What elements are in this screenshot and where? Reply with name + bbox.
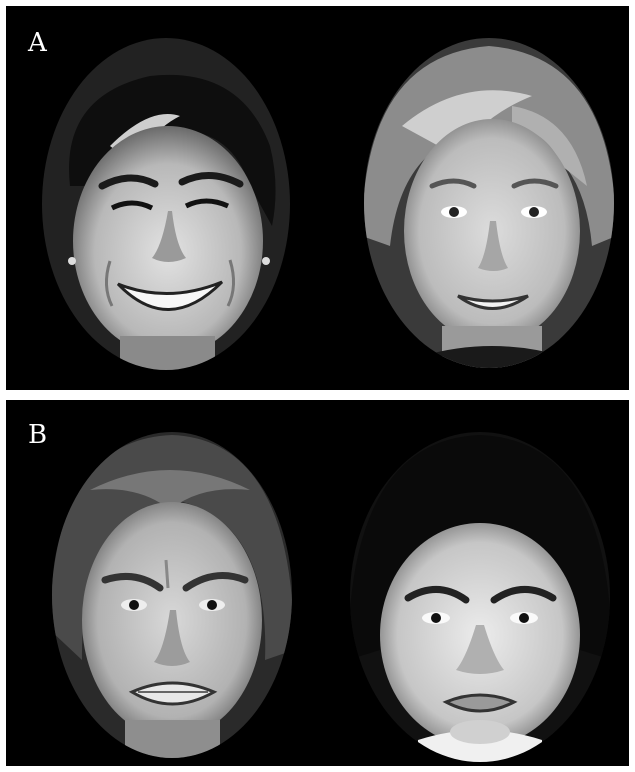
face-photo-b-right [350,432,610,762]
panel-b: B [6,400,629,766]
panel-label-b: B [28,420,48,450]
face-photo-b-left [52,432,292,758]
panel-a: A [6,6,629,390]
face-photo-a-left [42,38,290,370]
face-photo-a-right [364,38,614,368]
panel-label-a: A [28,28,47,58]
